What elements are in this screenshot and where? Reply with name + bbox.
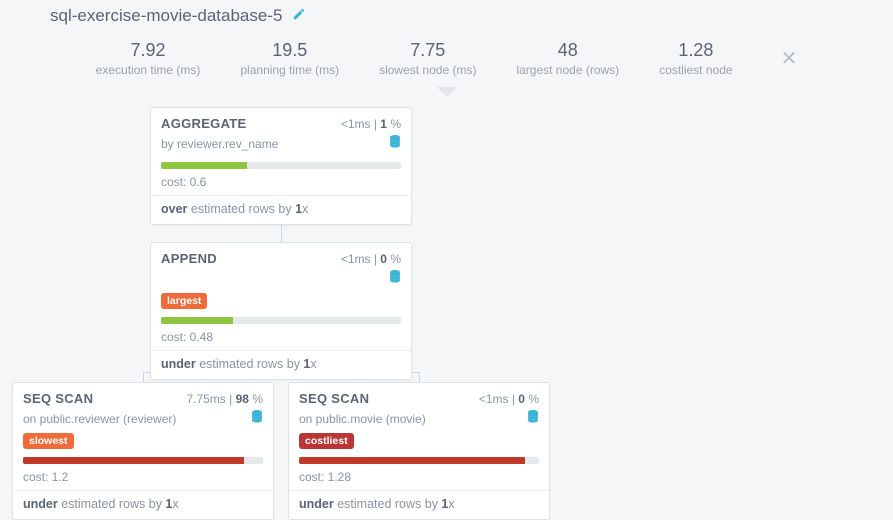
cost-line: cost: 1.28 (289, 468, 549, 490)
stats-row: 7.92 execution time (ms) 19.5 planning t… (0, 40, 893, 91)
badge-row: largest (151, 291, 411, 311)
page-header: sql-exercise-movie-database-5 (0, 0, 893, 26)
node-header: APPEND <1ms | 0 % (151, 243, 411, 268)
node-header: SEQ SCAN <1ms | 0 % (289, 383, 549, 408)
stat-label: largest node (rows) (516, 63, 619, 77)
node-subtitle-row: on public.reviewer (reviewer) (13, 408, 273, 431)
stat-value: 7.75 (379, 40, 476, 61)
progress-bar (23, 457, 263, 464)
badge-slowest: slowest (23, 433, 74, 449)
progress-bar (161, 162, 401, 169)
cost-line: cost: 0.6 (151, 173, 411, 195)
database-icon (527, 410, 539, 427)
stat-slowest-node: 7.75 slowest node (ms) (379, 40, 476, 77)
badge-largest: largest (161, 293, 207, 309)
estimate-line: under estimated rows by 1x (289, 491, 549, 519)
node-metrics: 7.75ms | 98 % (186, 392, 263, 406)
badge-costliest: costliest (299, 433, 354, 449)
badge-row: slowest (13, 431, 273, 451)
cost-line: cost: 1.2 (13, 468, 273, 490)
plan-node-append[interactable]: APPEND <1ms | 0 % largest cost: 0.48under e… (150, 242, 412, 380)
plan-node-seqscan-reviewer[interactable]: SEQ SCAN 7.75ms | 98 % on public.reviewer … (12, 382, 274, 520)
node-metrics: <1ms | 1 % (341, 117, 401, 131)
estimate-line: under estimated rows by 1x (151, 351, 411, 379)
node-subtitle-row: on public.movie (movie) (289, 408, 549, 431)
node-header: AGGREGATE <1ms | 1 % (151, 108, 411, 133)
progress-bar (161, 317, 401, 324)
connector (143, 372, 144, 382)
estimate-line: under estimated rows by 1x (13, 491, 273, 519)
stat-label: execution time (ms) (96, 63, 201, 77)
node-header: SEQ SCAN 7.75ms | 98 % (13, 383, 273, 408)
badge-row: costliest (289, 431, 549, 451)
node-subtitle-row (151, 268, 411, 291)
node-title: SEQ SCAN (23, 391, 93, 406)
stat-largest-node: 48 largest node (rows) (516, 40, 619, 77)
stat-value: 1.28 (659, 40, 732, 61)
connector (281, 225, 282, 242)
connector (419, 372, 420, 382)
progress-bar (299, 457, 539, 464)
stat-planning-time: 19.5 planning time (ms) (240, 40, 339, 77)
database-icon (251, 410, 263, 427)
page-title: sql-exercise-movie-database-5 (50, 6, 282, 26)
plan-node-aggregate[interactable]: AGGREGATE <1ms | 1 % by reviewer.rev_namec… (150, 107, 412, 225)
database-icon (389, 135, 401, 152)
plan-node-seqscan-movie[interactable]: SEQ SCAN <1ms | 0 % on public.movie (movie… (288, 382, 550, 520)
node-subtitle: on public.reviewer (reviewer) (23, 412, 176, 426)
estimate-line: over estimated rows by 1x (151, 196, 411, 224)
node-metrics: <1ms | 0 % (479, 392, 539, 406)
node-title: SEQ SCAN (299, 391, 369, 406)
node-subtitle-row: by reviewer.rev_name (151, 133, 411, 156)
stat-label: costliest node (659, 63, 732, 77)
stat-costliest-node: 1.28 costliest node (659, 40, 732, 77)
database-icon (389, 270, 401, 287)
node-metrics: <1ms | 0 % (341, 252, 401, 266)
close-icon[interactable]: ✕ (781, 46, 798, 71)
arrow-down-icon (437, 87, 457, 97)
stat-value: 7.92 (96, 40, 201, 61)
stat-label: planning time (ms) (240, 63, 339, 77)
cost-line: cost: 0.48 (151, 328, 411, 350)
node-subtitle: by reviewer.rev_name (161, 137, 278, 151)
node-title: AGGREGATE (161, 116, 247, 131)
edit-icon[interactable] (292, 7, 306, 26)
stat-value: 48 (516, 40, 619, 61)
node-title: APPEND (161, 251, 217, 266)
stat-value: 19.5 (240, 40, 339, 61)
stat-execution-time: 7.92 execution time (ms) (96, 40, 201, 77)
stat-label: slowest node (ms) (379, 63, 476, 77)
node-subtitle: on public.movie (movie) (299, 412, 426, 426)
